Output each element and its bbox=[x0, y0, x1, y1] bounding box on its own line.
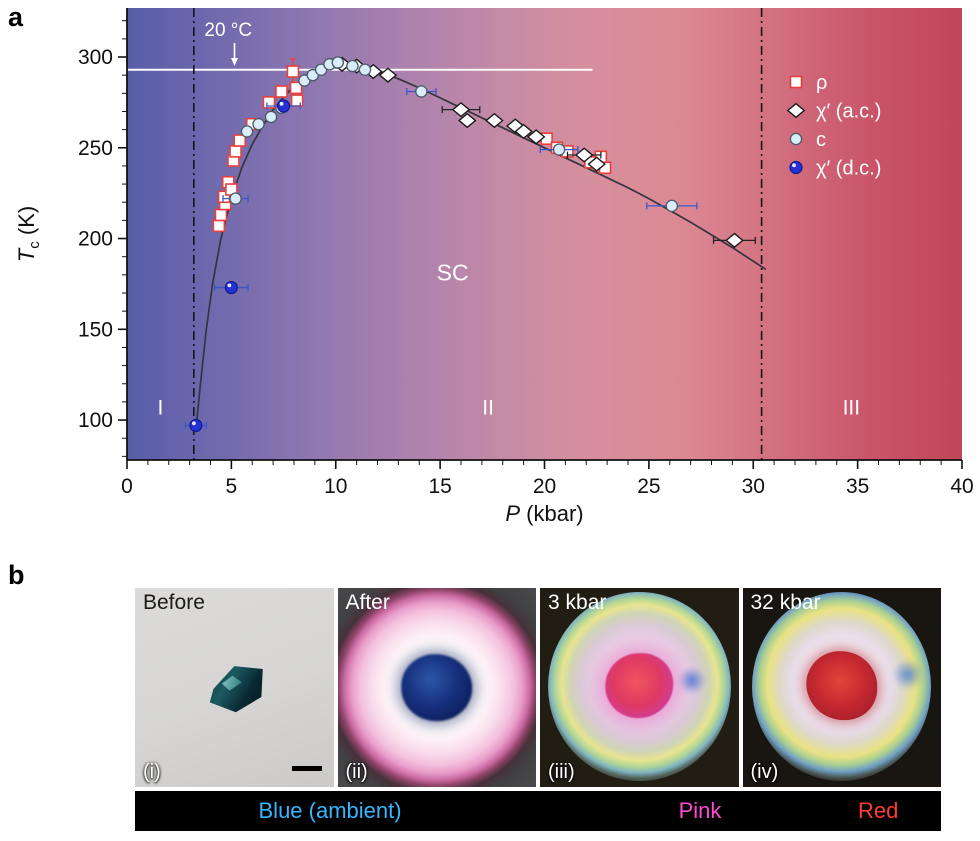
plot-background bbox=[127, 8, 962, 460]
sample-blue-core bbox=[401, 653, 473, 722]
svg-text:40: 40 bbox=[950, 475, 973, 498]
scale-bar bbox=[291, 766, 322, 771]
isotherm-label: 20 °C bbox=[204, 20, 252, 41]
svg-text:300: 300 bbox=[78, 46, 113, 69]
legend: ρ χ′ (a.c.) c χ′ (d.c.) bbox=[786, 72, 881, 180]
legend-label: c bbox=[816, 129, 826, 151]
color-label-pink: Pink bbox=[678, 798, 722, 823]
sample-pink-core bbox=[605, 652, 673, 719]
svg-text:35: 35 bbox=[846, 475, 869, 498]
svg-text:100: 100 bbox=[78, 409, 113, 432]
series-χ′ (d.c.) bbox=[184, 99, 301, 433]
photo-index-label: (ii) bbox=[345, 761, 368, 783]
svg-text:10: 10 bbox=[324, 475, 347, 498]
photo-condition-label: 3 kbar bbox=[548, 591, 607, 614]
y-axis-title: Tc (K) bbox=[14, 206, 43, 262]
legend-label: χ′ (a.c.) bbox=[816, 101, 881, 123]
svg-text:5: 5 bbox=[226, 475, 238, 498]
photo-condition-label: After bbox=[345, 591, 390, 614]
region-label-II: II bbox=[482, 397, 494, 420]
region-label-III: III bbox=[843, 397, 861, 420]
photo-strip: Before (i) After (ii) 3 kbar (iii) 32 kb… bbox=[135, 588, 941, 787]
color-scale-bar: Blue (ambient) Pink Red bbox=[135, 791, 941, 831]
legend-label: ρ bbox=[816, 72, 827, 94]
blue-reflection-patch bbox=[678, 665, 705, 696]
x-axis-title: P (kbar) bbox=[505, 501, 583, 526]
blue-reflection-patch bbox=[893, 655, 924, 694]
svg-text:150: 150 bbox=[78, 318, 113, 341]
panel-a-label: a bbox=[8, 2, 24, 32]
svg-text:15: 15 bbox=[428, 475, 451, 498]
photo-index-label: (iv) bbox=[750, 761, 779, 783]
photo-after-loading: After (ii) bbox=[337, 588, 536, 787]
panel-b-label: b bbox=[8, 560, 25, 590]
svg-text:0: 0 bbox=[121, 475, 133, 498]
isotherm-arrowhead bbox=[231, 58, 239, 66]
photo-3kbar: 3 kbar (iii) bbox=[540, 588, 739, 787]
photo-32kbar: 32 kbar (iv) bbox=[742, 588, 941, 787]
axes: 0 5 10 15 20 25 30 35 40 100 150 200 250 300 bbox=[78, 8, 974, 498]
photo-condition-label: Before bbox=[143, 591, 205, 614]
svg-text:200: 200 bbox=[78, 228, 113, 251]
photo-index-label: (iii) bbox=[548, 761, 575, 783]
color-label-blue: Blue (ambient) bbox=[258, 798, 402, 823]
svg-text:25: 25 bbox=[637, 475, 660, 498]
photo-condition-label: 32 kbar bbox=[750, 591, 821, 614]
sample-red-core bbox=[806, 650, 878, 721]
photo-before-ambient: Before (i) bbox=[135, 588, 334, 787]
legend-label: χ′ (d.c.) bbox=[816, 158, 881, 180]
svg-text:20: 20 bbox=[533, 475, 556, 498]
crystal-sample bbox=[205, 661, 269, 715]
svg-text:250: 250 bbox=[78, 137, 113, 160]
svg-text:30: 30 bbox=[742, 475, 765, 498]
region-label-SC: SC bbox=[437, 259, 469, 285]
color-label-red: Red bbox=[857, 798, 899, 823]
region-label-I: I bbox=[157, 397, 163, 420]
photo-index-label: (i) bbox=[143, 761, 161, 783]
